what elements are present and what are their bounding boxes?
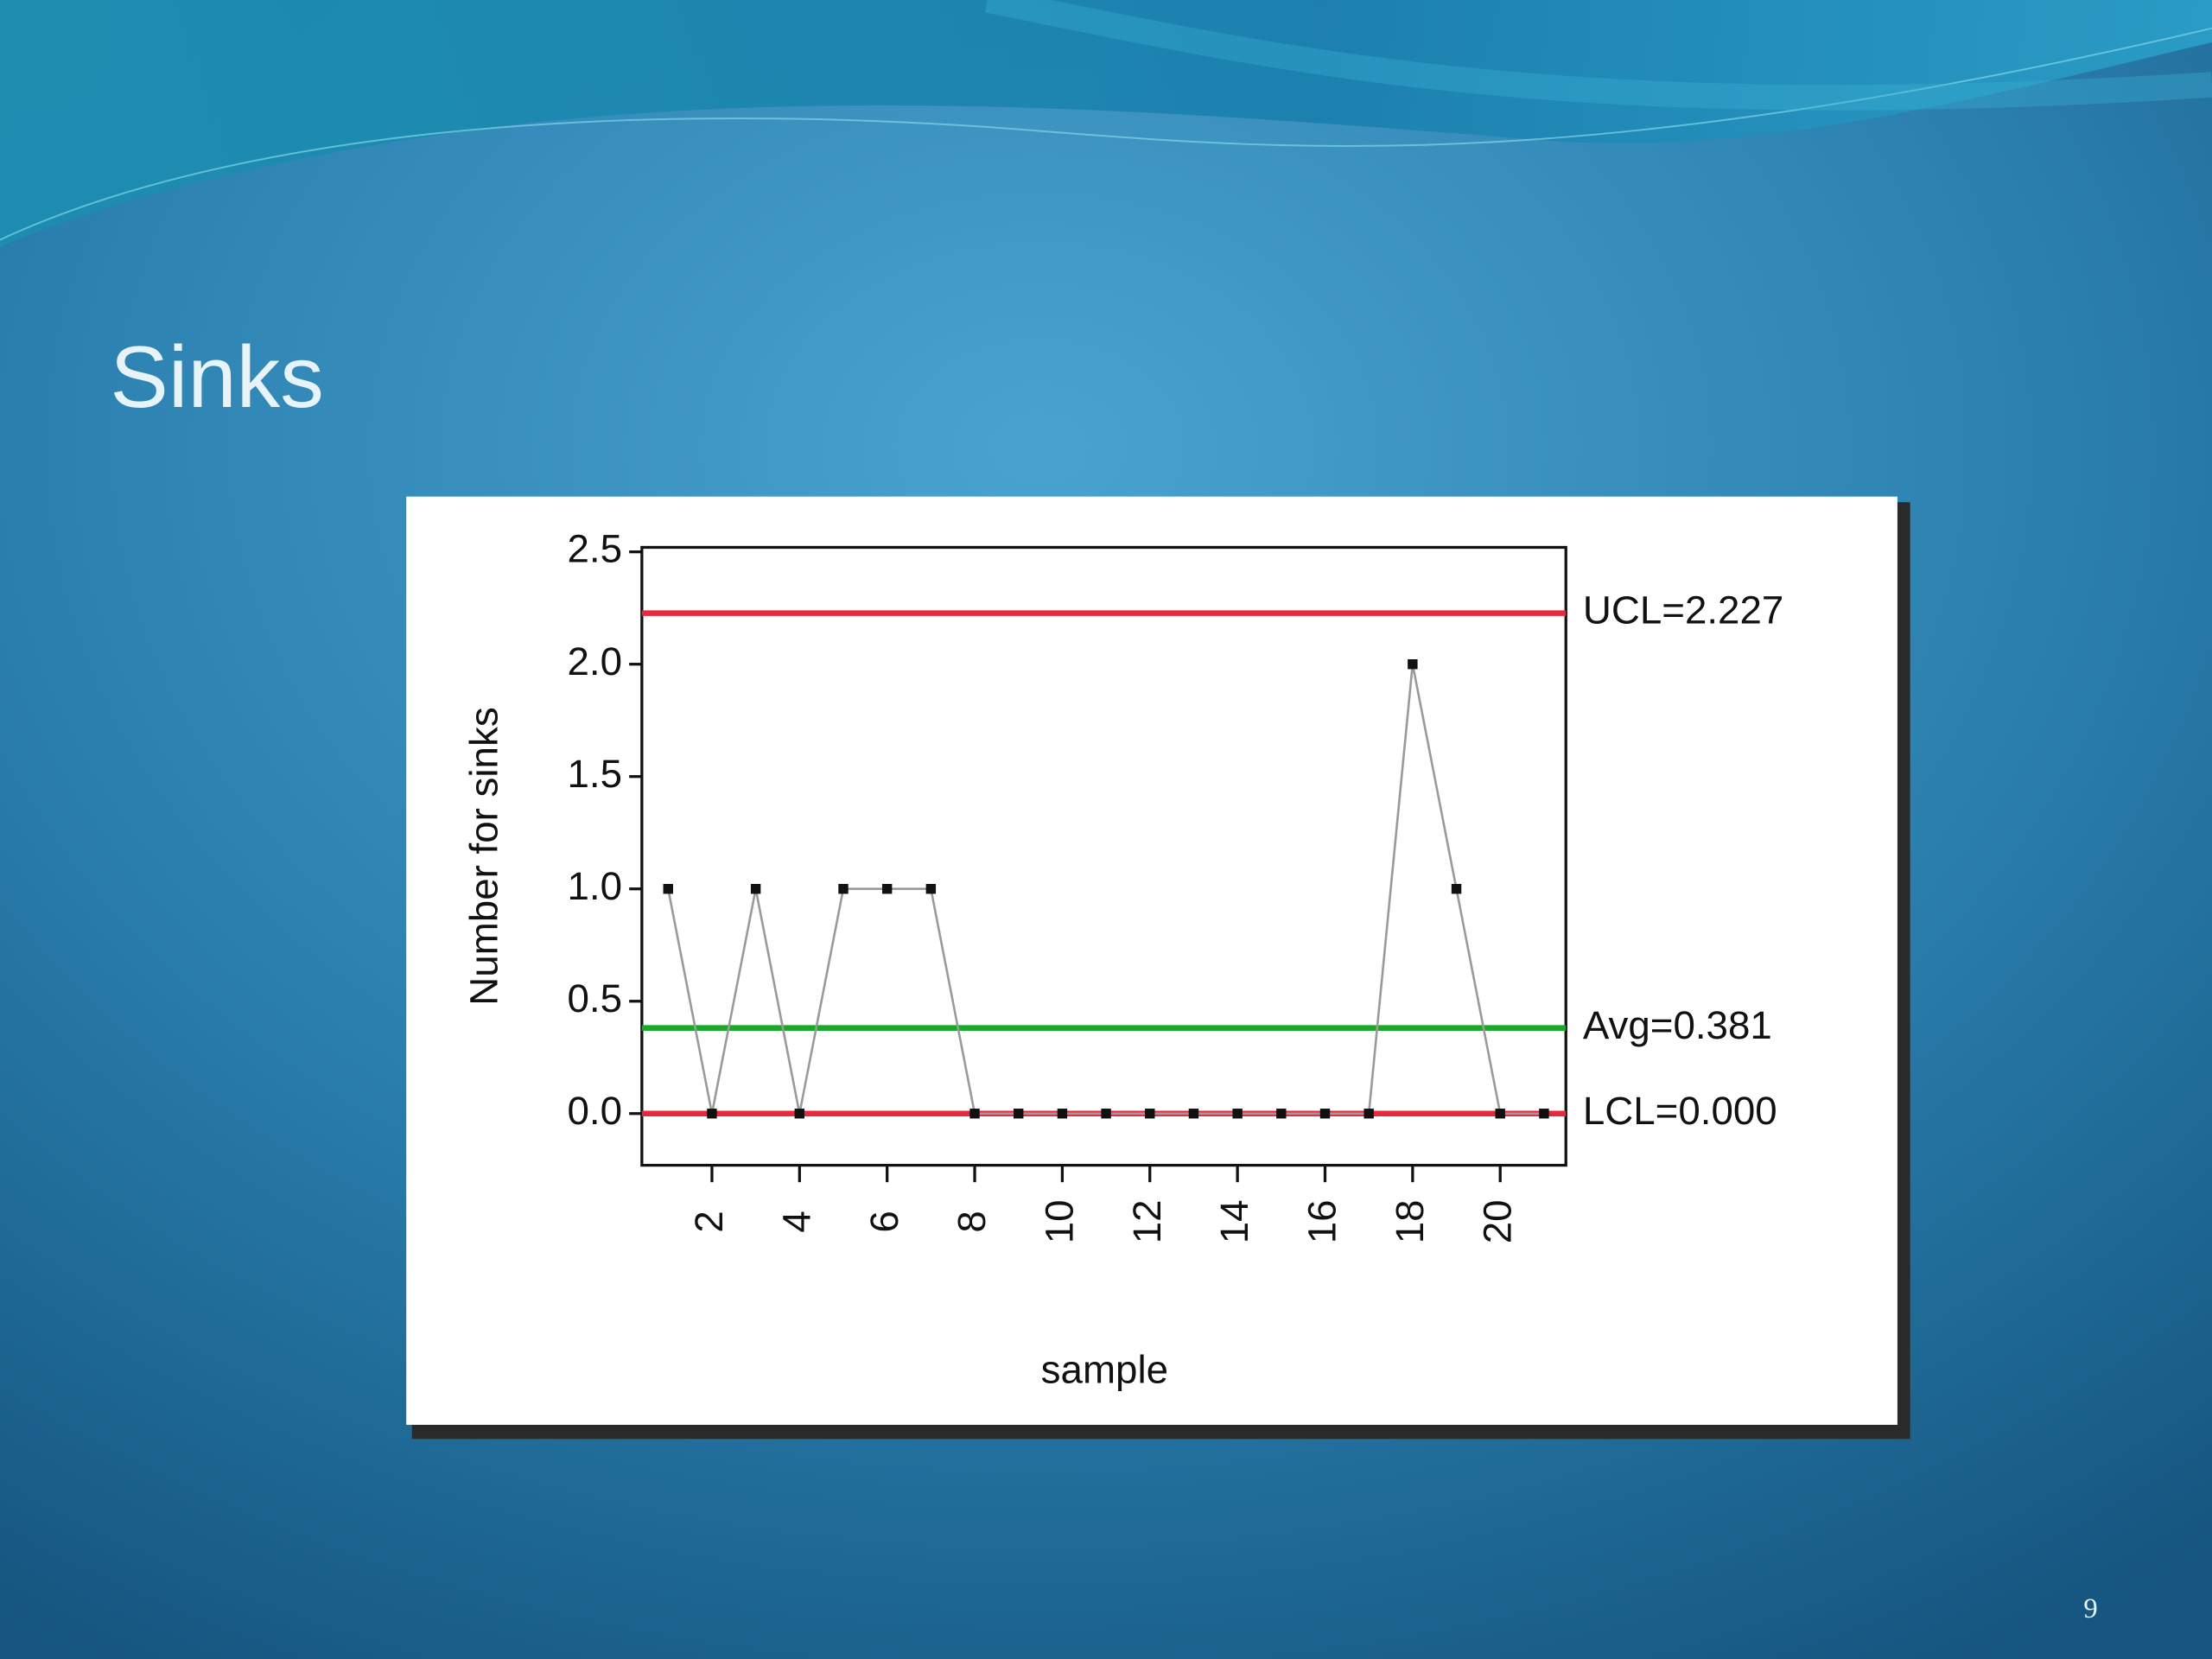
- y-tick-label: 1.0: [567, 864, 622, 908]
- data-point: [969, 1109, 980, 1119]
- control-line-label: UCL=2.227: [1583, 588, 1783, 632]
- page-number: 9: [2083, 1593, 2097, 1624]
- x-tick-label: 4: [774, 1211, 818, 1232]
- data-point: [1101, 1109, 1111, 1119]
- y-tick-label: 1.5: [567, 752, 622, 796]
- data-point: [1145, 1109, 1155, 1119]
- y-axis-label: Number for sinks: [461, 707, 505, 1005]
- x-tick-label: 10: [1037, 1199, 1081, 1243]
- x-axis-label: sample: [1041, 1348, 1168, 1392]
- chart: Number for sinks sample 0.0 0.5 1.0 1.5 2.0 2…: [461, 527, 1783, 1392]
- data-point: [794, 1109, 805, 1119]
- x-tick-label: 12: [1125, 1199, 1169, 1243]
- chart-panel: [406, 496, 1897, 1425]
- data-point: [1319, 1109, 1331, 1119]
- x-tick-label: 2: [687, 1211, 731, 1232]
- wave-line: [0, 27, 2212, 241]
- data-point: [1408, 658, 1418, 670]
- data-point: [1232, 1109, 1243, 1119]
- data-point: [1014, 1109, 1024, 1119]
- x-tick-label: 20: [1475, 1199, 1519, 1243]
- data-point: [881, 884, 893, 894]
- data-point: [1363, 1109, 1374, 1119]
- slide-title: Sinks: [110, 328, 324, 426]
- x-tick-label: 16: [1300, 1199, 1344, 1243]
- x-tick-label: 8: [950, 1211, 994, 1232]
- control-line-label: Avg=0.381: [1583, 1003, 1772, 1047]
- data-point: [1451, 884, 1462, 894]
- data-point: [1495, 1109, 1505, 1119]
- data-point: [1057, 1109, 1068, 1119]
- y-tick-label: 0.0: [567, 1089, 622, 1133]
- data-point: [1188, 1109, 1199, 1119]
- data-point: [1276, 1109, 1287, 1119]
- wave-band: [984, 0, 2212, 111]
- x-tick-label: 14: [1212, 1199, 1256, 1243]
- control-line-label: LCL=0.000: [1583, 1089, 1777, 1133]
- y-tick-label: 0.5: [567, 976, 622, 1020]
- data-point: [925, 884, 937, 894]
- data-point: [707, 1109, 717, 1119]
- plot-frame: [640, 545, 1567, 1167]
- x-tick-label: 18: [1388, 1199, 1432, 1243]
- data-point: [1539, 1109, 1549, 1119]
- data-point: [663, 884, 673, 894]
- data-point: [750, 884, 761, 894]
- x-tick-label: 6: [862, 1211, 906, 1232]
- y-tick-label: 2.0: [567, 639, 622, 683]
- wave-decoration: [0, 0, 2212, 247]
- data-point: [838, 884, 849, 894]
- y-tick-label: 2.5: [567, 527, 622, 571]
